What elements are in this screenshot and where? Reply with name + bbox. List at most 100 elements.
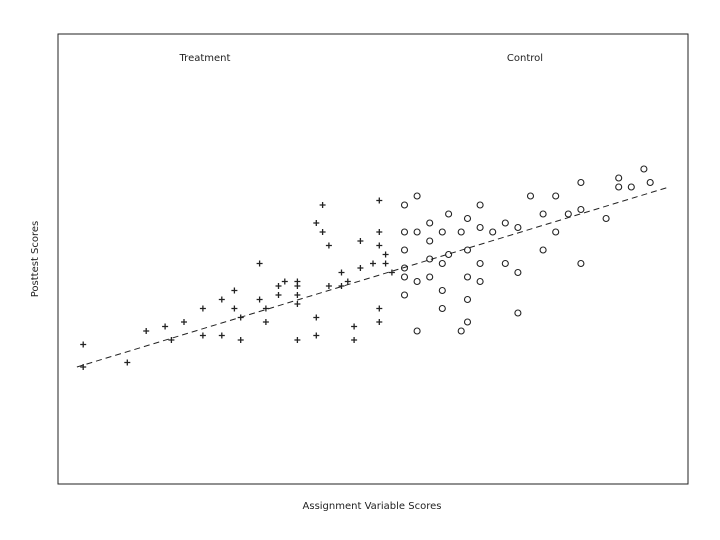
treatment-point: [344, 278, 351, 285]
control-point: [602, 214, 610, 223]
treatment-point: [357, 265, 364, 271]
treatment-point: [376, 319, 383, 325]
treatment-point: [382, 260, 389, 267]
control-point: [476, 223, 484, 232]
treatment-point: [294, 292, 301, 298]
y-axis-title: Posttest Scores: [30, 221, 41, 298]
control-point: [539, 246, 547, 254]
treatment-point: [376, 229, 383, 235]
control-point: [501, 219, 509, 227]
treatment-point: [262, 319, 269, 325]
treatment-point: [237, 337, 244, 343]
control-point: [577, 178, 585, 187]
control-point: [514, 268, 522, 277]
treatment-point: [231, 287, 238, 294]
control-point: [463, 295, 472, 304]
control-point: [438, 304, 446, 313]
treatment-point: [124, 359, 131, 366]
control-point: [463, 318, 472, 326]
control-point: [400, 291, 409, 299]
control-point: [501, 259, 509, 268]
treatment-point: [376, 242, 383, 249]
treatment-point: [313, 332, 320, 339]
control-point: [552, 228, 560, 236]
control-point: [413, 192, 421, 200]
treatment-point: [319, 202, 326, 208]
control-point: [426, 219, 434, 227]
data-points: [80, 165, 654, 370]
control-point: [526, 192, 535, 200]
control-point: [457, 327, 465, 335]
plot-frame: [57, 33, 689, 485]
treatment-point: [294, 278, 301, 285]
control-point: [438, 228, 446, 236]
control-point: [426, 255, 434, 263]
trend-line: [76, 186, 670, 368]
treatment-point: [80, 364, 87, 370]
treatment-point: [319, 229, 326, 235]
control-point: [476, 259, 484, 268]
control-point: [400, 273, 409, 281]
treatment-point: [351, 337, 358, 343]
control-point: [413, 228, 421, 236]
control-point: [426, 237, 434, 245]
treatment-point: [199, 332, 206, 339]
control-point: [514, 223, 522, 232]
control-point: [463, 214, 472, 223]
control-point: [476, 201, 484, 209]
control-group-label: Control: [507, 53, 543, 64]
treatment-point: [256, 260, 263, 267]
treatment-point: [218, 296, 225, 303]
treatment-point: [162, 323, 169, 330]
x-axis-title: Assignment Variable Scores: [303, 501, 442, 512]
control-point: [552, 192, 560, 200]
control-point: [445, 250, 453, 259]
control-point: [426, 273, 434, 281]
treatment-point: [256, 296, 263, 303]
control-point: [615, 174, 623, 182]
treatment-point: [275, 292, 282, 298]
control-point: [438, 259, 446, 268]
treatment-point: [143, 328, 150, 334]
treatment-point: [388, 269, 395, 276]
treatment-point: [168, 337, 175, 343]
treatment-point: [325, 242, 332, 249]
control-point: [539, 210, 547, 218]
control-point: [463, 273, 472, 281]
control-point: [463, 246, 472, 254]
control-point: [577, 205, 585, 214]
control-point: [476, 277, 484, 286]
control-point: [445, 210, 453, 218]
control-point: [413, 277, 421, 286]
control-point: [646, 178, 654, 187]
treatment-point: [357, 238, 364, 244]
treatment-point: [325, 283, 332, 289]
treatment-point: [218, 332, 225, 339]
treatment-point: [181, 319, 187, 325]
control-point: [457, 228, 465, 236]
treatment-point: [370, 260, 376, 267]
treatment-point: [351, 323, 358, 330]
treatment-point: [237, 314, 244, 321]
control-point: [400, 228, 409, 236]
treatment-group-label: Treatment: [179, 53, 231, 64]
control-point: [615, 183, 623, 191]
control-point: [640, 165, 648, 173]
control-point: [400, 201, 409, 209]
treatment-point: [199, 305, 206, 312]
treatment-point: [281, 278, 288, 285]
control-point: [577, 259, 585, 268]
control-point: [438, 286, 446, 295]
control-point: [400, 264, 409, 272]
treatment-point: [376, 305, 383, 312]
control-point: [564, 210, 572, 218]
control-point: [413, 327, 421, 335]
control-point: [627, 183, 635, 191]
treatment-point: [376, 197, 383, 204]
treatment-point: [80, 341, 87, 348]
treatment-point: [294, 301, 301, 307]
treatment-point: [382, 251, 389, 258]
treatment-point: [294, 337, 301, 343]
treatment-point: [262, 305, 269, 312]
